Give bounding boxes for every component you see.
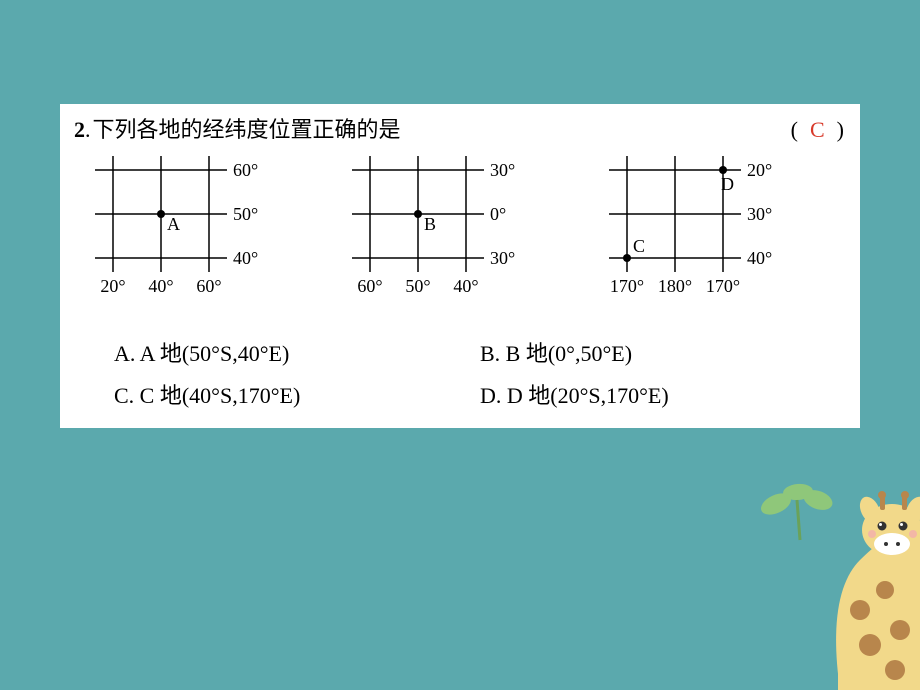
svg-text:0°: 0° xyxy=(490,204,506,224)
question-line: 2. 下列各地的经纬度位置正确的是 (C) xyxy=(74,112,846,144)
answer-letter: C xyxy=(800,117,837,142)
giraffe-icon xyxy=(720,470,920,690)
paren-open: ( xyxy=(791,117,800,142)
svg-text:B: B xyxy=(424,214,436,234)
svg-text:A: A xyxy=(167,214,180,234)
svg-text:60°: 60° xyxy=(196,276,221,296)
grid-A: 60° 50° 40° 20° 40° 60° A xyxy=(83,150,323,325)
svg-text:D: D xyxy=(721,174,734,194)
svg-text:40°: 40° xyxy=(148,276,173,296)
svg-text:60°: 60° xyxy=(233,160,258,180)
svg-text:50°: 50° xyxy=(233,204,258,224)
option-B: B. B 地(0°,50°E) xyxy=(480,336,846,368)
options-block: A. A 地(50°S,40°E) B. B 地(0°,50°E) C. C 地… xyxy=(74,336,846,410)
svg-text:40°: 40° xyxy=(453,276,478,296)
svg-text:60°: 60° xyxy=(357,276,382,296)
svg-text:30°: 30° xyxy=(490,160,515,180)
option-row-1: A. A 地(50°S,40°E) B. B 地(0°,50°E) xyxy=(114,336,846,368)
question-panel: 2. 下列各地的经纬度位置正确的是 (C) 60°50°40°20°40°60°… xyxy=(60,104,860,428)
svg-text:180°: 180° xyxy=(658,276,692,296)
svg-text:30°: 30° xyxy=(747,204,772,224)
grids-row: 60° 50° 40° 20° 40° 60° A 30° 0° 30° 60° 50° 40° B 2… xyxy=(74,150,846,330)
answer-parentheses: (C) xyxy=(791,117,846,143)
option-A: A. A 地(50°S,40°E) xyxy=(114,336,480,368)
paren-close: ) xyxy=(837,117,846,142)
grid-CD: 20° 30° 40° 170° 180° 170° D C xyxy=(597,150,837,325)
svg-text:40°: 40° xyxy=(233,248,258,268)
svg-text:20°: 20° xyxy=(100,276,125,296)
svg-text:C: C xyxy=(633,236,645,256)
svg-text:170°: 170° xyxy=(706,276,740,296)
option-row-2: C. C 地(40°S,170°E) D. D 地(20°S,170°E) xyxy=(114,378,846,410)
svg-text:50°: 50° xyxy=(405,276,430,296)
svg-text:30°: 30° xyxy=(490,248,515,268)
svg-text:20°: 20° xyxy=(747,160,772,180)
option-D: D. D 地(20°S,170°E) xyxy=(480,378,846,410)
question-text: 下列各地的经纬度位置正确的是 xyxy=(93,112,401,144)
option-C: C. C 地(40°S,170°E) xyxy=(114,378,480,410)
svg-text:170°: 170° xyxy=(610,276,644,296)
svg-text:40°: 40° xyxy=(747,248,772,268)
question-number: 2. xyxy=(74,117,91,143)
grid-B: 30° 0° 30° 60° 50° 40° B xyxy=(340,150,580,325)
